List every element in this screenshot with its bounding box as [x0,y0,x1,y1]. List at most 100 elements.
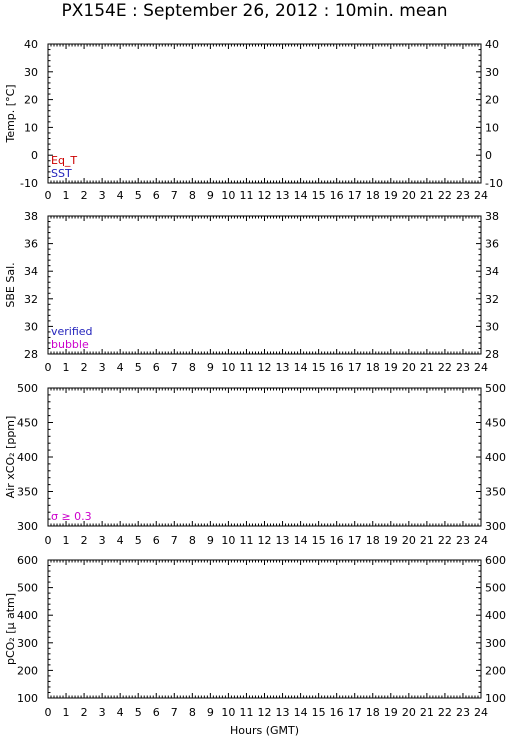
x-tick-label: 2 [81,534,88,547]
y-tick-label-left: 500 [17,582,38,595]
x-tick-label: 10 [221,189,235,202]
y-tick-label-right: 0 [485,149,492,162]
x-tick-label: 0 [45,361,52,374]
x-tick-label: 5 [135,189,142,202]
x-tick-label: 7 [171,361,178,374]
x-tick-label: 20 [402,361,416,374]
y-tick-label-left: 38 [24,210,38,223]
y-tick-label-right: 30 [485,320,499,333]
x-tick-label: 24 [474,706,488,719]
x-tick-label: 3 [99,706,106,719]
y-tick-label-right: 34 [485,265,499,278]
y-axis-label: pCO₂ [μ atm] [4,593,17,665]
x-tick-label: 12 [258,534,272,547]
x-tick-label: 3 [99,361,106,374]
x-tick-label: 18 [366,361,380,374]
x-tick-label: 16 [330,361,344,374]
y-tick-label-left: 600 [17,554,38,567]
x-tick-label: 23 [456,361,470,374]
page-title: PX154E : September 26, 2012 : 10min. mea… [61,1,448,21]
y-tick-label-right: 20 [485,94,499,107]
x-tick-label: 14 [294,189,308,202]
x-tick-label: 6 [153,706,160,719]
x-tick-label: 13 [276,189,290,202]
x-tick-label: 5 [135,706,142,719]
y-tick-label-left: 32 [24,293,38,306]
plot-frame [47,215,482,355]
legend-entry: verified [51,325,93,338]
x-tick-label: 6 [153,534,160,547]
y-tick-label-left: 40 [24,38,38,51]
x-tick-label: 11 [239,706,253,719]
x-tick-label: 21 [420,534,434,547]
legend-entry: bubble [51,338,89,351]
x-tick-label: 1 [63,189,70,202]
x-tick-label: 11 [239,361,253,374]
x-tick-label: 1 [63,706,70,719]
legend-entry: σ ≥ 0.3 [51,510,92,523]
y-tick-label-left: 300 [17,637,38,650]
y-tick-label-right: 10 [485,121,499,134]
y-tick-label-left: 34 [24,265,38,278]
x-tick-label: 5 [135,534,142,547]
y-tick-label-left: 200 [17,664,38,677]
x-tick-label: 20 [402,534,416,547]
y-tick-label-left: -10 [20,177,38,190]
y-tick-label-right: 28 [485,348,499,361]
y-tick-label-right: 36 [485,238,499,251]
legend-entry: SST [51,167,72,180]
y-tick-label-right: 500 [485,582,506,595]
y-tick-label-left: 100 [17,692,38,705]
y-axis-label: Air xCO₂ [ppm] [4,416,17,499]
y-tick-label-right: 400 [485,609,506,622]
x-tick-label: 8 [189,534,196,547]
y-tick-label-left: 20 [24,94,38,107]
x-tick-label: 3 [99,534,106,547]
x-tick-label: 3 [99,189,106,202]
x-tick-label: 22 [438,361,452,374]
y-tick-label-right: 32 [485,293,499,306]
x-axis-label: Hours (GMT) [230,724,299,737]
y-tick-label-left: 400 [17,609,38,622]
x-tick-label: 17 [348,534,362,547]
x-tick-label: 14 [294,706,308,719]
y-tick-label-right: 450 [485,417,506,430]
y-tick-label-left: 300 [17,520,38,533]
plot-frame [47,387,482,527]
x-tick-label: 7 [171,706,178,719]
x-tick-label: 0 [45,706,52,719]
x-tick-label: 22 [438,189,452,202]
plot-frame [47,43,482,184]
x-tick-label: 15 [312,534,326,547]
y-tick-label-right: 30 [485,66,499,79]
y-tick-label-right: 400 [485,451,506,464]
y-tick-label-right: 350 [485,486,506,499]
x-tick-label: 22 [438,706,452,719]
y-tick-label-left: 450 [17,417,38,430]
x-tick-label: 17 [348,361,362,374]
y-tick-label-left: 350 [17,486,38,499]
x-tick-label: 10 [221,361,235,374]
x-tick-label: 1 [63,361,70,374]
x-tick-label: 18 [366,706,380,719]
y-tick-label-left: 30 [24,320,38,333]
x-tick-label: 21 [420,189,434,202]
chart-panel-4: 0 1 2 3 4 5 6 7 8 9 10 11 12 13 14 15 16 17 18 19 20 21 22 23 24… [4,554,506,719]
y-tick-label-left: 0 [31,149,38,162]
y-tick-label-left: 10 [24,121,38,134]
x-tick-label: 18 [366,534,380,547]
x-tick-label: 2 [81,361,88,374]
y-tick-label-left: 400 [17,451,38,464]
x-tick-label: 10 [221,534,235,547]
x-tick-label: 8 [189,361,196,374]
x-tick-label: 6 [153,189,160,202]
y-tick-label-right: 300 [485,520,506,533]
x-tick-label: 2 [81,189,88,202]
x-tick-label: 16 [330,706,344,719]
x-tick-label: 9 [207,189,214,202]
x-tick-label: 24 [474,361,488,374]
x-tick-label: 19 [384,189,398,202]
x-tick-label: 8 [189,706,196,719]
chart-panel-3: 0 1 2 3 4 5 6 7 8 9 10 11 12 13 14 15 16 17 18 19 20 21 22 23 24… [4,382,506,547]
